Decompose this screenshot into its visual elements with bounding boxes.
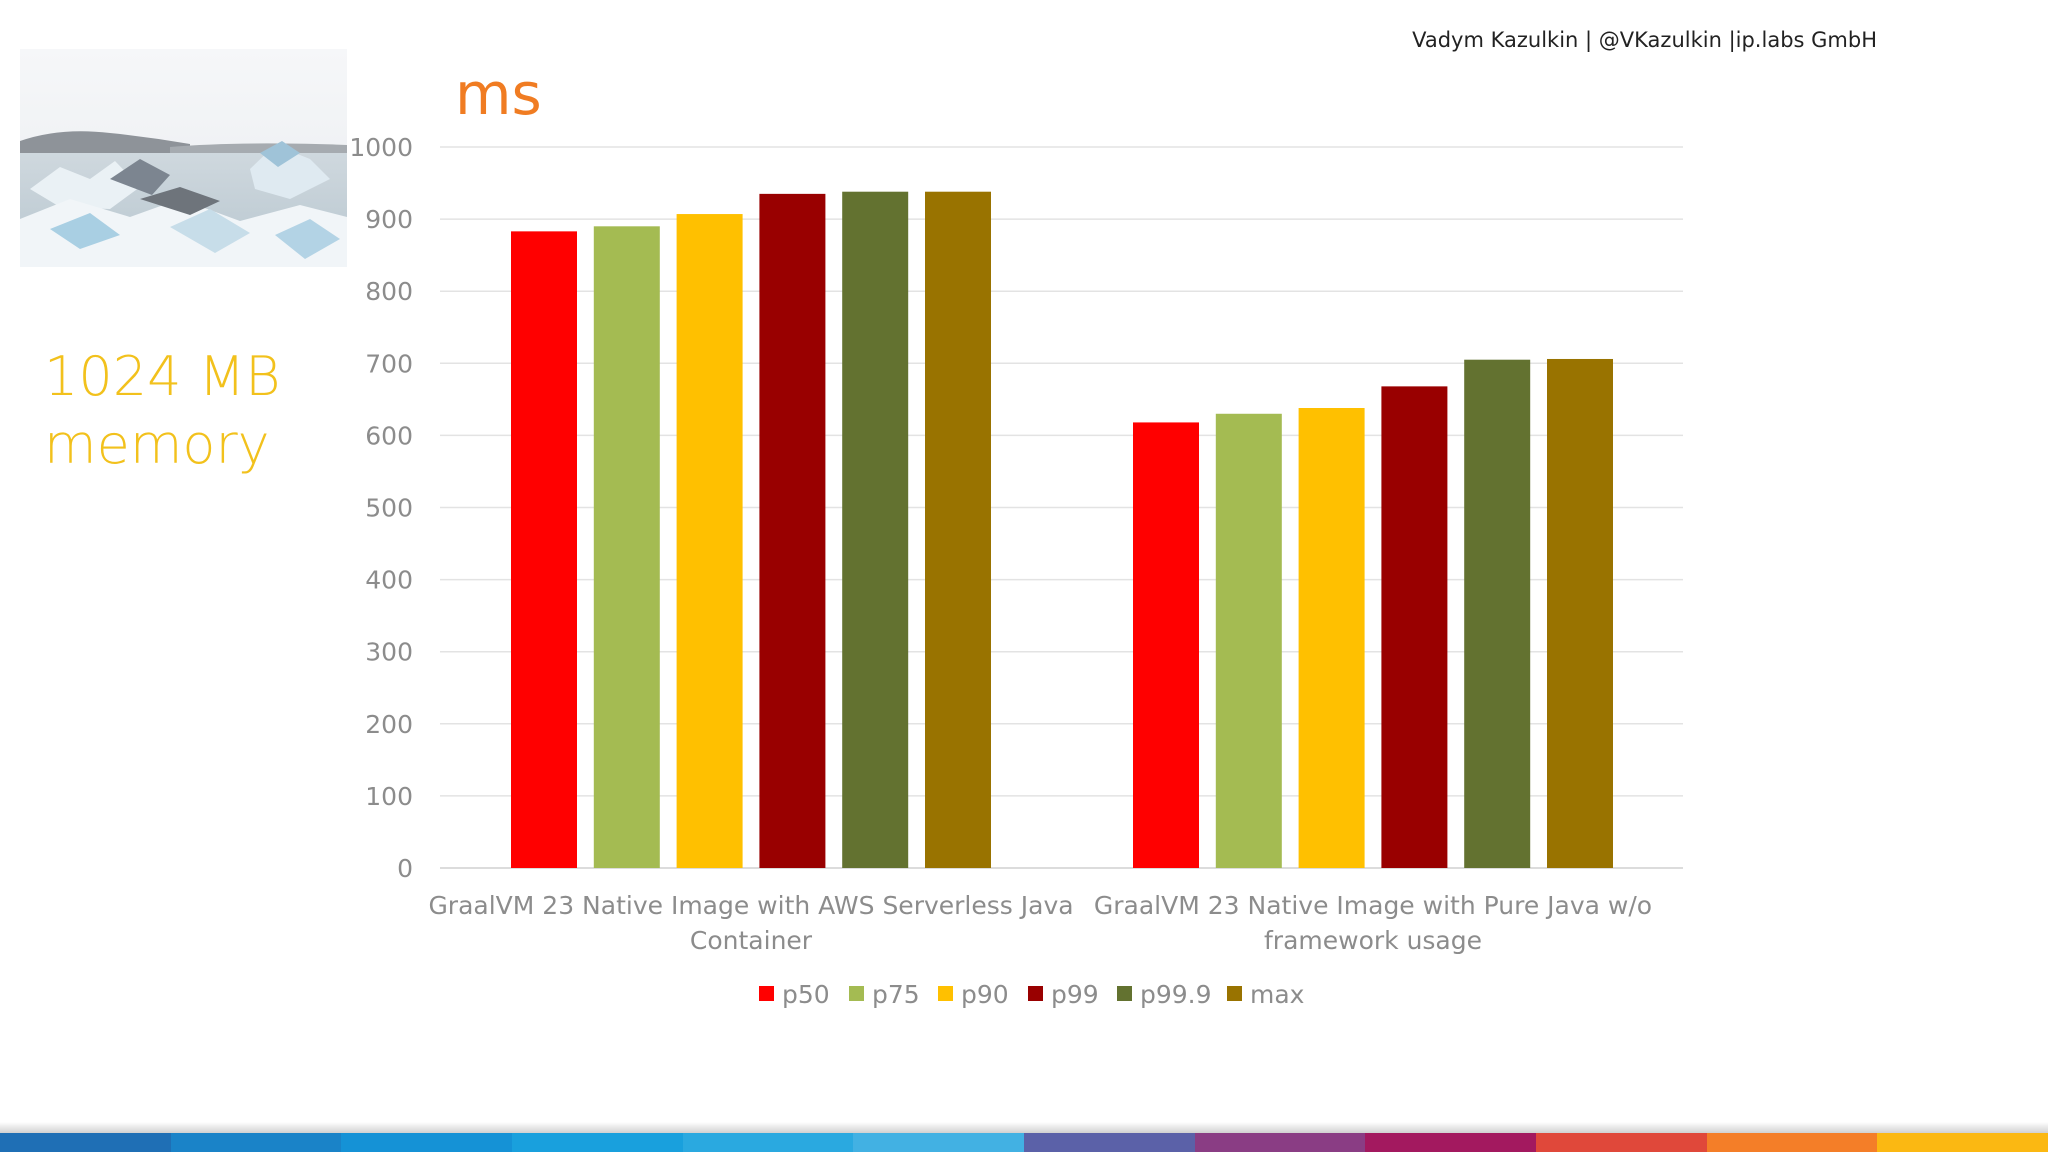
y-tick-label: 0 [397, 854, 413, 883]
legend-label: p99.9 [1140, 980, 1212, 1009]
memory-label: 1024 MB memory [44, 343, 281, 479]
footer-color-segment [853, 1133, 1025, 1152]
y-tick-label: 600 [365, 421, 413, 450]
x-category-label: Container [690, 926, 813, 955]
footer-color-segment [682, 1133, 854, 1152]
x-category-label: GraalVM 23 Native Image with Pure Java w… [1094, 891, 1652, 920]
x-category-label: framework usage [1264, 926, 1482, 955]
legend-label: p90 [961, 980, 1009, 1009]
footer-color-segment [341, 1133, 513, 1152]
legend-label: p99 [1051, 980, 1099, 1009]
y-tick-label: 800 [365, 277, 413, 306]
bar-p75-group-2 [1215, 413, 1282, 868]
bar-p99-9-group-2 [1464, 359, 1531, 868]
legend-label: p75 [872, 980, 920, 1009]
legend-swatch [1117, 986, 1132, 1001]
legend-swatch [759, 986, 774, 1001]
bar-max-group-2 [1547, 358, 1613, 868]
footer-color-segment [1365, 1133, 1537, 1152]
footer-color-segment [1536, 1133, 1707, 1152]
x-category-label: GraalVM 23 Native Image with AWS Serverl… [428, 891, 1073, 920]
bar-p50-group-2 [1133, 422, 1199, 868]
legend-swatch [849, 986, 864, 1001]
footer-color-segment [1194, 1133, 1366, 1152]
footer-color-segment [512, 1133, 683, 1152]
memory-label-line2: memory [44, 413, 270, 476]
footer-color-segment [1024, 1133, 1195, 1152]
chart-title: ms [455, 60, 542, 128]
bar-p99-group-2 [1381, 386, 1448, 868]
memory-label-line1: 1024 MB [44, 345, 281, 408]
legend: p50 p75 p90 p99 p99.9 max [759, 980, 1304, 1009]
legend-swatch [938, 986, 953, 1001]
footer-color-segment [1706, 1133, 1878, 1152]
bar-max-group-1 [925, 191, 991, 868]
bars [511, 191, 1613, 869]
icebergs-photo [20, 49, 347, 267]
bar-p50-group-1 [511, 231, 577, 868]
author-credit: Vadym Kazulkin | @VKazulkin |ip.labs Gmb… [1412, 28, 1877, 52]
legend-swatch [1028, 986, 1043, 1001]
y-tick-label: 100 [365, 782, 413, 811]
footer-color-bar [0, 1133, 2048, 1152]
footer-color-segment [170, 1133, 342, 1152]
legend-label: p50 [782, 980, 830, 1009]
y-tick-label: 900 [365, 205, 413, 234]
bar-p90-group-2 [1298, 408, 1365, 868]
legend-label: max [1250, 980, 1304, 1009]
y-axis-ticks: 0 100 200 300 400 500 600 700 800 900 1000 [349, 133, 413, 883]
bar-p90-group-1 [676, 214, 743, 869]
legend-swatch [1227, 986, 1242, 1001]
y-tick-label: 700 [365, 349, 413, 378]
y-tick-label: 400 [365, 566, 413, 595]
bar-p75-group-1 [593, 226, 660, 868]
footer-color-segment [1877, 1133, 2048, 1152]
footer-color-segment [0, 1133, 171, 1152]
y-tick-label: 500 [365, 494, 413, 523]
y-tick-label: 300 [365, 638, 413, 667]
y-tick-label: 200 [365, 710, 413, 739]
bar-p99-9-group-1 [842, 191, 909, 868]
y-tick-label: 1000 [349, 133, 413, 162]
footer-shadow [0, 1122, 2048, 1133]
x-axis-labels: GraalVM 23 Native Image with AWS Serverl… [428, 891, 1652, 955]
bar-p99-group-1 [759, 193, 826, 869]
